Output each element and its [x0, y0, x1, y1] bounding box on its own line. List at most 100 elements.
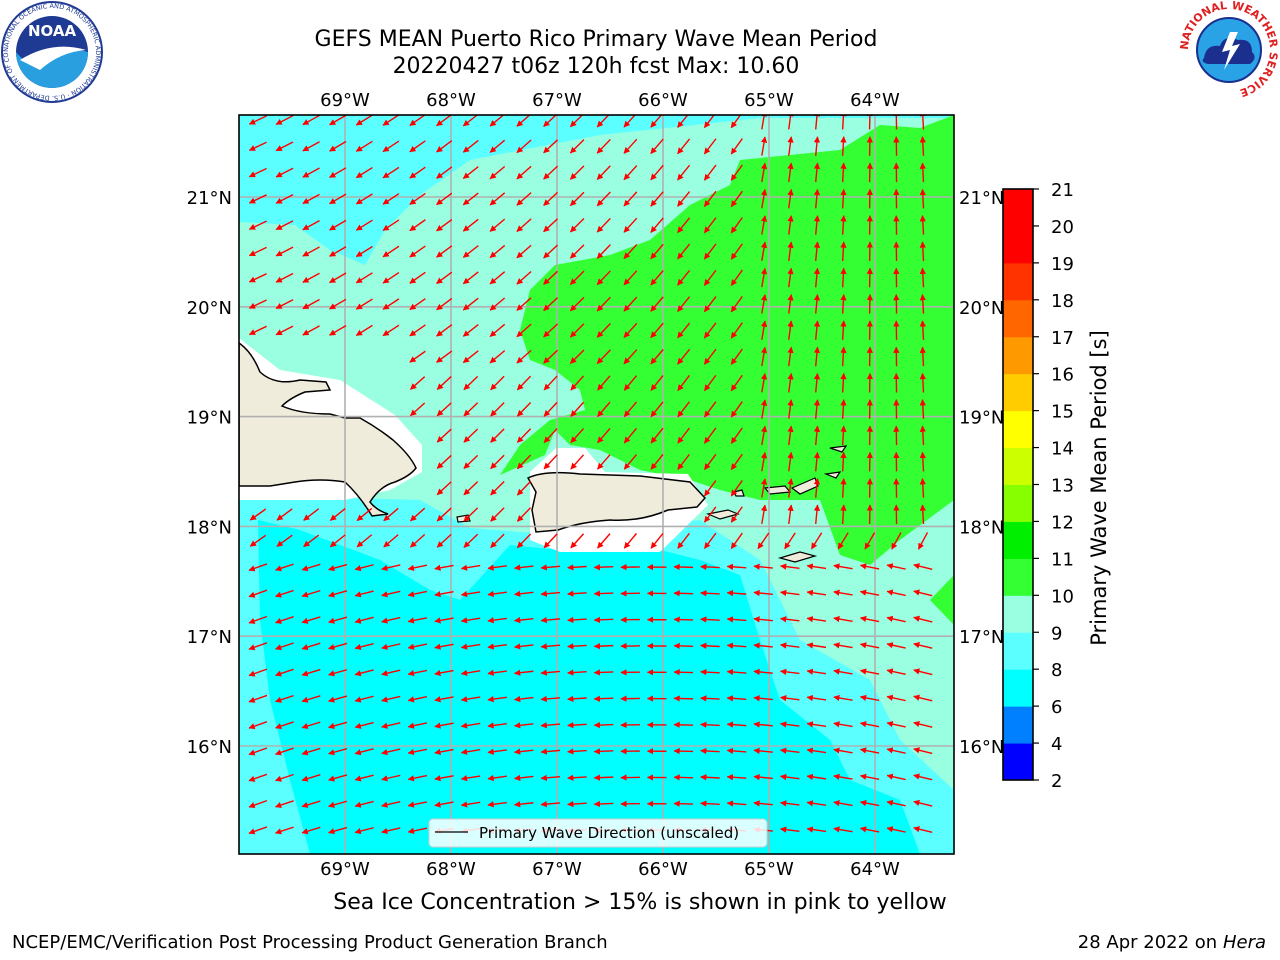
wave-direction-arrow: [760, 162, 768, 183]
wave-direction-arrow: [302, 115, 320, 126]
wave-direction-arrow: [813, 294, 821, 314]
wave-direction-arrow: [913, 747, 933, 755]
wave-direction-arrow: [753, 773, 773, 781]
wave-direction-arrow: [919, 241, 926, 262]
wave-direction-arrow: [489, 115, 505, 127]
colorbar-swatch: [1003, 595, 1033, 633]
wave-direction-arrow: [301, 668, 321, 677]
wave-direction-arrow: [543, 454, 558, 470]
wave-direction-arrow: [354, 748, 374, 756]
lon-label-bottom: 69°W: [320, 859, 370, 880]
wave-direction-arrow: [462, 218, 479, 232]
wave-direction-arrow: [460, 617, 481, 624]
wave-direction-arrow: [833, 615, 853, 623]
wave-direction-arrow: [840, 115, 847, 130]
wave-direction-arrow: [248, 642, 268, 651]
wave-direction-arrow: [677, 427, 690, 444]
wave-direction-arrow: [730, 295, 743, 313]
wave-direction-arrow: [913, 642, 933, 649]
wave-direction-arrow: [407, 643, 428, 650]
wave-direction-arrow: [730, 348, 743, 365]
wave-direction-arrow: [806, 800, 827, 807]
colorbar-swatch: [1003, 447, 1033, 485]
wave-direction-arrow: [274, 721, 294, 730]
wave-direction-arrow: [730, 217, 743, 234]
wave-direction-arrow: [355, 272, 373, 284]
wave-direction-arrow: [673, 695, 694, 702]
wave-direction-arrow: [673, 721, 694, 728]
wave-direction-arrow: [760, 320, 768, 340]
wave-direction-arrow: [516, 192, 532, 206]
wave-direction-arrow: [354, 642, 374, 650]
wave-direction-arrow: [760, 346, 768, 367]
wave-direction-arrow: [329, 298, 347, 310]
wave-direction-arrow: [301, 642, 321, 651]
wave-direction-arrow: [779, 616, 800, 623]
wave-direction-arrow: [886, 773, 906, 781]
wave-direction-arrow: [673, 747, 694, 755]
wave-direction-arrow: [730, 427, 743, 444]
wave-direction-arrow: [623, 454, 638, 470]
wave-direction-arrow: [813, 162, 821, 183]
wave-direction-arrow: [436, 192, 453, 206]
wave-direction-arrow: [753, 589, 773, 597]
wave-direction-arrow: [354, 774, 374, 782]
wave-direction-arrow: [673, 563, 694, 571]
wave-direction-arrow: [382, 166, 400, 179]
wave-direction-arrow: [487, 801, 507, 808]
wave-direction-arrow: [409, 350, 426, 363]
wave-direction-arrow: [436, 245, 453, 258]
wave-direction-arrow: [490, 480, 505, 496]
wave-direction-arrow: [760, 451, 768, 472]
wave-direction-arrow: [813, 267, 821, 288]
wave-direction-arrow: [540, 564, 561, 571]
wave-direction-arrow: [806, 642, 827, 649]
wave-direction-arrow: [329, 508, 346, 521]
wave-direction-arrow: [623, 165, 638, 181]
wave-direction-arrow: [886, 589, 906, 597]
wave-direction-arrow: [673, 642, 694, 650]
wave-direction-arrow: [806, 668, 827, 675]
wave-direction-arrow: [516, 507, 532, 522]
wave-direction-arrow: [787, 399, 794, 419]
colorbar-tick-label: 20: [1051, 217, 1074, 238]
wave-direction-arrow: [354, 721, 374, 729]
wave-direction-arrow: [302, 193, 320, 205]
wave-direction-arrow: [623, 533, 638, 549]
wave-direction-arrow: [248, 721, 268, 730]
colorbar-tick-label: 11: [1051, 549, 1074, 570]
wave-direction-arrow: [757, 532, 770, 550]
wave-direction-arrow: [593, 643, 614, 650]
wave-direction-arrow: [840, 215, 847, 235]
wave-direction-arrow: [302, 298, 320, 310]
wave-direction-arrow: [381, 564, 401, 572]
wave-direction-arrow: [623, 217, 638, 233]
wave-direction-arrow: [833, 747, 853, 754]
wave-direction-arrow: [328, 590, 348, 598]
wave-direction-arrow: [407, 669, 428, 677]
wave-direction-arrow: [813, 346, 821, 367]
wave-direction-arrow: [913, 563, 933, 571]
wave-direction-arrow: [730, 190, 743, 208]
wave-direction-arrow: [650, 401, 664, 418]
wave-direction-arrow: [567, 669, 587, 676]
wave-direction-arrow: [487, 774, 507, 782]
wave-direction-arrow: [813, 399, 821, 419]
wave-direction-arrow: [677, 401, 690, 418]
wave-direction-arrow: [703, 115, 715, 129]
wave-direction-arrow: [703, 506, 717, 523]
wave-direction-arrow: [490, 375, 505, 391]
wave-direction-arrow: [703, 217, 717, 234]
wave-direction-arrows: [248, 115, 933, 835]
wave-direction-arrow: [436, 218, 453, 232]
wave-direction-arrow: [596, 349, 611, 365]
colorbar-swatch: [1003, 521, 1033, 559]
wave-direction-arrow: [567, 564, 587, 571]
wave-direction-arrow: [540, 774, 561, 781]
wave-direction-arrow: [650, 454, 664, 470]
wave-direction-arrow: [516, 139, 532, 154]
wave-direction-arrow: [436, 350, 453, 363]
wave-direction-arrow: [596, 138, 611, 154]
wave-direction-arrow: [462, 245, 479, 258]
wave-direction-arrow: [382, 219, 400, 232]
